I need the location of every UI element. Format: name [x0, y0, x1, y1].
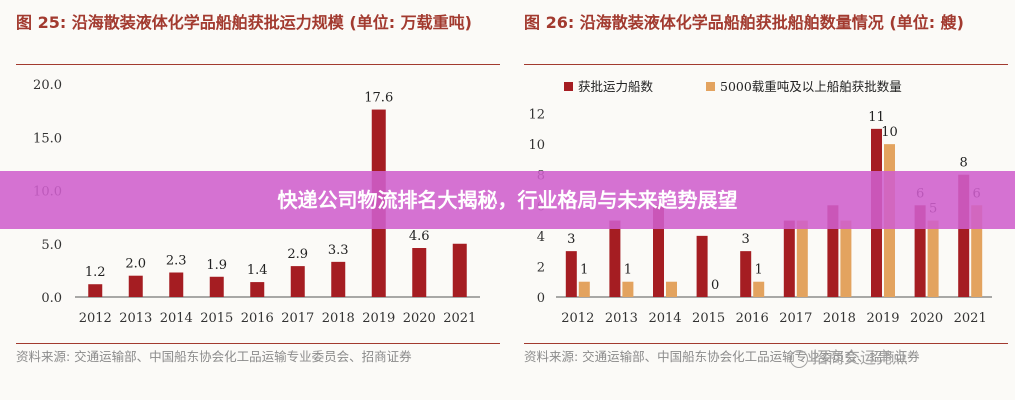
data-label: 2.0: [125, 257, 146, 272]
data-label: 2.9: [287, 247, 308, 262]
bar: [452, 243, 467, 297]
y-tick-label: 5.0: [41, 238, 62, 253]
data-label: 17.6: [364, 91, 393, 106]
wechat-icon: [790, 349, 808, 368]
x-tick-label: 2013: [119, 311, 152, 326]
left-bar-chart: 0.05.010.015.020.01.220122.020132.320141…: [33, 78, 480, 326]
y-tick-label: 0.0: [41, 291, 62, 306]
bar: [331, 261, 346, 297]
x-tick-label: 2019: [362, 311, 395, 326]
bar: [696, 235, 708, 297]
data-label: 2.3: [166, 254, 187, 269]
legend-swatch: [564, 82, 573, 91]
x-tick-label: 2017: [779, 311, 812, 326]
y-tick-label: 4: [537, 230, 545, 245]
x-tick-label: 2012: [561, 311, 594, 326]
x-tick-label: 2016: [241, 311, 274, 326]
x-tick-label: 2014: [648, 311, 681, 326]
y-tick-label: 15.0: [33, 131, 62, 146]
bar: [622, 281, 634, 297]
bar: [290, 266, 305, 297]
left-chart-title: 图 25: 沿海散装液体化学品船舶获批运力规模 (单位: 万载重吨): [16, 13, 472, 32]
right-bottom-rule: [524, 343, 1008, 344]
bar: [783, 220, 795, 297]
bar: [412, 248, 427, 297]
x-tick-label: 2018: [823, 311, 856, 326]
data-label: 10: [881, 125, 898, 140]
bar: [914, 205, 926, 297]
data-label: 3: [742, 232, 750, 247]
x-tick-label: 2018: [322, 311, 355, 326]
x-tick-label: 2013: [605, 311, 638, 326]
bar: [927, 220, 939, 297]
x-tick-label: 2012: [79, 311, 112, 326]
watermark: 招商交运亮点: [790, 344, 908, 368]
left-chart-panel: 图 25: 沿海散装液体化学品船舶获批运力规模 (单位: 万载重吨) 0.0 5.…: [0, 0, 507, 400]
watermark-text: 招商交运亮点: [812, 348, 909, 367]
bar: [666, 281, 677, 297]
x-tick-label: 2020: [403, 311, 436, 326]
x-tick-label: 2017: [281, 311, 314, 326]
y-tick-label: 12: [528, 108, 545, 123]
headline-banner: 快递公司物流排名大揭秘，行业格局与未来趋势展望: [0, 171, 1015, 229]
right-source-note: 资料来源: 交通运输部、中国船东协会化工品运输专业委员会、招商证券: [524, 349, 920, 364]
data-label: 0: [711, 278, 719, 293]
bar: [971, 205, 983, 297]
data-label: 1.9: [206, 258, 227, 273]
y-tick-label: 20.0: [33, 78, 62, 93]
bar: [958, 174, 970, 297]
bar: [840, 220, 852, 297]
data-label: 1: [755, 263, 763, 278]
bar: [753, 281, 765, 297]
bar: [740, 251, 752, 297]
data-label: 3: [567, 232, 575, 247]
bar: [796, 220, 808, 297]
legend-swatch: [706, 82, 715, 91]
x-tick-label: 2020: [910, 311, 943, 326]
x-tick-label: 2015: [692, 311, 725, 326]
right-top-rule: [524, 64, 1008, 65]
banner-text: 快递公司物流排名大揭秘，行业格局与未来趋势展望: [277, 188, 738, 212]
bar: [578, 281, 590, 297]
data-label: 4.6: [409, 229, 430, 244]
bar: [209, 276, 224, 297]
legend-label: 5000载重吨及以上船舶获批数量: [720, 79, 902, 94]
data-label: 8: [960, 156, 968, 171]
data-label: 1: [580, 263, 588, 278]
data-label: 1.2: [85, 265, 106, 280]
y-tick-label: 10: [528, 138, 545, 153]
bar: [128, 275, 143, 297]
x-tick-label: 2016: [736, 311, 769, 326]
x-tick-label: 2015: [200, 311, 233, 326]
data-label: 1: [624, 263, 632, 278]
data-label: 11: [868, 110, 885, 125]
x-tick-label: 2019: [866, 311, 899, 326]
left-bottom-rule: [16, 343, 500, 344]
bar: [609, 220, 621, 297]
bar: [169, 272, 184, 297]
bar: [827, 205, 839, 297]
bar: [88, 284, 103, 297]
x-tick-label: 2021: [954, 311, 987, 326]
y-tick-label: 2: [537, 260, 545, 275]
bar: [250, 282, 265, 297]
legend-label: 获批运力船数: [578, 79, 654, 94]
left-source-note: 资料来源: 交通运输部、中国船东协会化工品运输专业委员会、招商证券: [16, 349, 412, 364]
right-chart-title: 图 26: 沿海散装液体化学品船舶获批船舶数量情况 (单位: 艘): [524, 13, 964, 32]
data-label: 3.3: [328, 243, 349, 258]
y-tick-label: 0: [537, 291, 545, 306]
bar: [653, 205, 664, 297]
x-tick-label: 2014: [160, 311, 193, 326]
data-label: 1.4: [247, 263, 268, 278]
x-tick-label: 2021: [443, 311, 476, 326]
bar: [565, 251, 577, 297]
left-top-rule: [16, 64, 500, 65]
